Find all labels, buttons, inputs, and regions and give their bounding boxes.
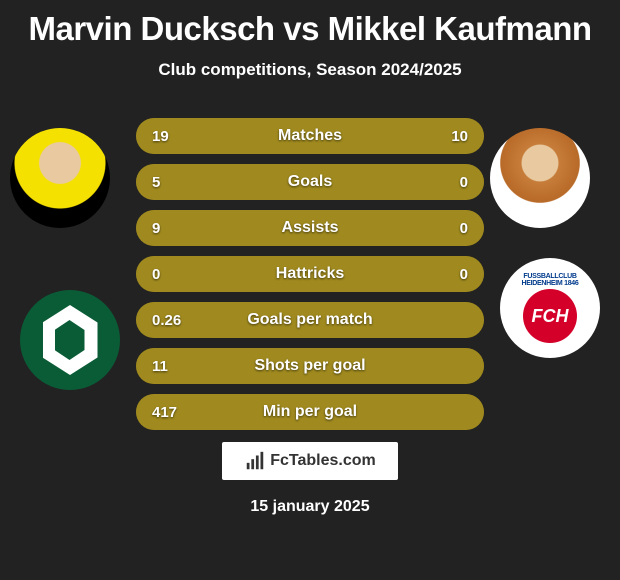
- stat-value-left: 0: [152, 266, 160, 283]
- stat-value-left: 417: [152, 404, 177, 421]
- stat-row: 19 Matches 10: [136, 118, 484, 154]
- fch-badge-icon: FCH: [523, 289, 577, 343]
- page-title: Marvin Ducksch vs Mikkel Kaufmann: [0, 0, 620, 48]
- stat-value-right: 0: [460, 220, 468, 237]
- stat-value-left: 9: [152, 220, 160, 237]
- stat-label: Goals: [288, 173, 332, 191]
- stats-container: 19 Matches 10 5 Goals 0 9 Assists 0 0 Hattricks 0 0.…: [136, 118, 484, 440]
- stat-value-left: 19: [152, 128, 169, 145]
- werder-diamond-icon: [43, 305, 98, 375]
- stat-row: 5 Goals 0: [136, 164, 484, 200]
- stat-label: Min per goal: [263, 403, 357, 421]
- stat-value-right: 10: [451, 128, 468, 145]
- stat-label: Matches: [278, 127, 342, 145]
- stat-value-right: 0: [460, 174, 468, 191]
- stat-row: 11 Shots per goal: [136, 348, 484, 384]
- stat-value-left: 11: [152, 358, 168, 375]
- stat-label: Goals per match: [247, 311, 372, 329]
- footer-date: 15 january 2025: [250, 498, 369, 516]
- stat-row: 417 Min per goal: [136, 394, 484, 430]
- player-right-avatar: [490, 128, 590, 228]
- stat-row: 9 Assists 0: [136, 210, 484, 246]
- player-left-avatar: [10, 128, 110, 228]
- site-name: FcTables.com: [270, 452, 376, 470]
- subtitle: Club competitions, Season 2024/2025: [0, 60, 620, 80]
- stat-label: Hattricks: [276, 265, 344, 283]
- chart-bars-icon: [244, 450, 266, 472]
- stat-value-right: 0: [460, 266, 468, 283]
- stat-value-left: 5: [152, 174, 160, 191]
- player-right-club-badge: FUSSBALLCLUBHEIDENHEIM 1846 FCH: [500, 258, 600, 358]
- stat-label: Assists: [282, 219, 339, 237]
- stat-row: 0.26 Goals per match: [136, 302, 484, 338]
- player-left-club-badge: [20, 290, 120, 390]
- site-badge: FcTables.com: [222, 442, 398, 480]
- club-right-ring-text: FUSSBALLCLUBHEIDENHEIM 1846: [522, 273, 579, 287]
- stat-row: 0 Hattricks 0: [136, 256, 484, 292]
- stat-value-left: 0.26: [152, 312, 181, 329]
- stat-label: Shots per goal: [254, 357, 365, 375]
